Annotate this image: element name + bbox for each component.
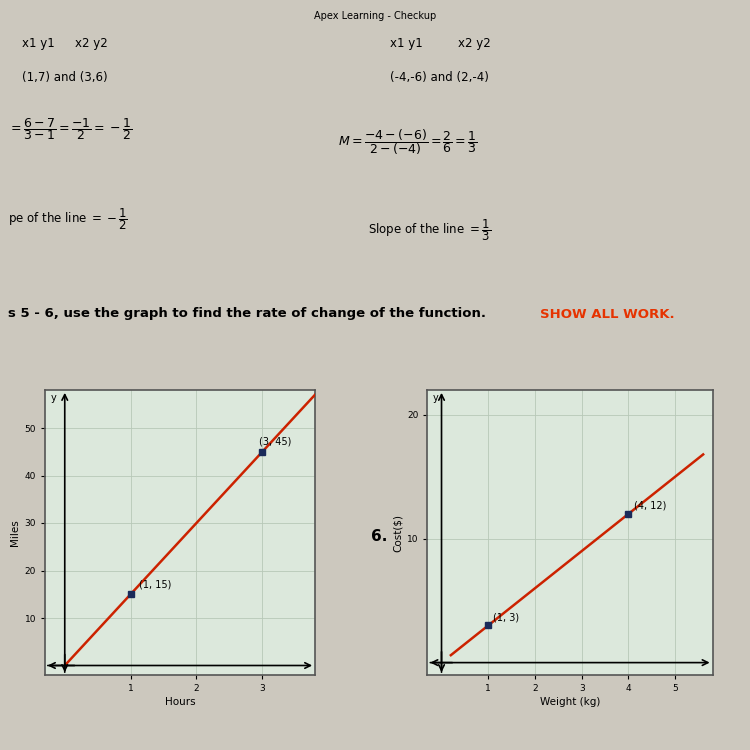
Y-axis label: Cost($): Cost($) xyxy=(393,514,403,551)
Text: (4, 12): (4, 12) xyxy=(634,501,667,511)
Y-axis label: Miles: Miles xyxy=(10,519,20,546)
Text: x2 y2: x2 y2 xyxy=(458,38,490,50)
Text: x1 y1: x1 y1 xyxy=(22,38,56,50)
Text: (-4,-6) and (2,-4): (-4,-6) and (2,-4) xyxy=(390,71,489,84)
Text: (1, 15): (1, 15) xyxy=(139,579,171,590)
Text: x1 y1: x1 y1 xyxy=(390,38,423,50)
X-axis label: Hours: Hours xyxy=(165,698,195,707)
Text: y: y xyxy=(50,393,56,403)
Text: 6.: 6. xyxy=(370,529,387,544)
Text: Slope of the line $= \dfrac{1}{3}$: Slope of the line $= \dfrac{1}{3}$ xyxy=(368,217,490,243)
Text: $= \dfrac{6-7}{3-1} = \dfrac{-1}{2} = -\dfrac{1}{2}$: $= \dfrac{6-7}{3-1} = \dfrac{-1}{2} = -\… xyxy=(8,116,132,142)
Text: (1,7) and (3,6): (1,7) and (3,6) xyxy=(22,71,108,84)
Text: $M = \dfrac{-4-(-6)}{2-(-4)} = \dfrac{2}{6} = \dfrac{1}{3}$: $M = \dfrac{-4-(-6)}{2-(-4)} = \dfrac{2}… xyxy=(338,128,477,158)
Text: x2 y2: x2 y2 xyxy=(75,38,108,50)
Text: y: y xyxy=(433,393,439,403)
Text: (3, 45): (3, 45) xyxy=(259,436,292,447)
Text: Apex Learning - Checkup: Apex Learning - Checkup xyxy=(314,11,436,21)
Text: (1, 3): (1, 3) xyxy=(493,613,519,622)
X-axis label: Weight (kg): Weight (kg) xyxy=(540,698,600,707)
Text: pe of the line $= -\dfrac{1}{2}$: pe of the line $= -\dfrac{1}{2}$ xyxy=(8,206,128,232)
Text: s 5 - 6, use the graph to find the rate of change of the function.: s 5 - 6, use the graph to find the rate … xyxy=(8,308,495,320)
Text: SHOW ALL WORK.: SHOW ALL WORK. xyxy=(540,308,675,320)
